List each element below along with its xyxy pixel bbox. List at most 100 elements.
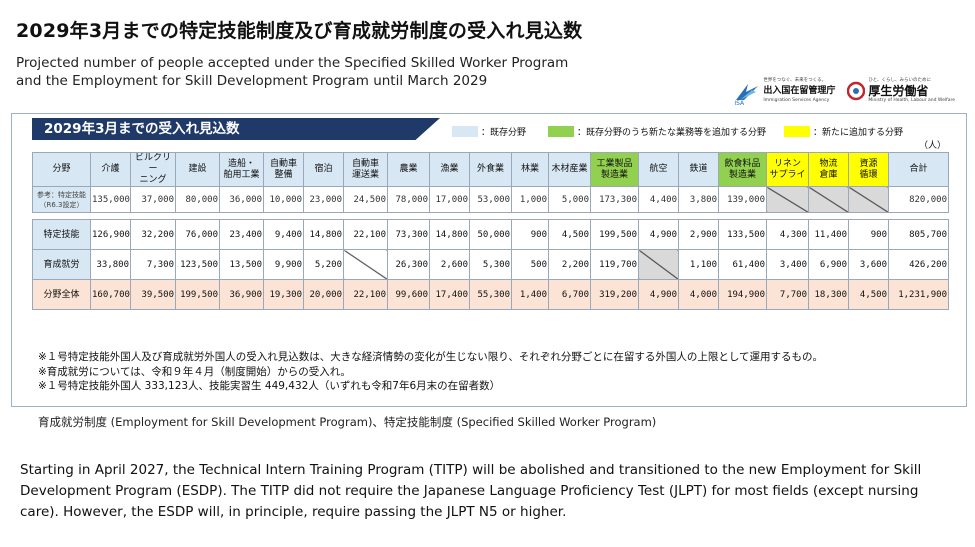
page-subtitle: Projected number of people accepted unde… xyxy=(16,54,568,90)
table-row: 分野全体 160,700 39,500 199,500 36,900 19,300 20,0… xyxy=(32,279,949,310)
table-cell: 2,900 xyxy=(678,219,719,250)
table-cell: 2,600 xyxy=(429,249,470,280)
subtitle-line-2: and the Employment for Skill Development… xyxy=(16,73,488,89)
table-cell: 900 xyxy=(511,219,549,250)
table-cell: 55,300 xyxy=(469,279,512,310)
table-cell: 78,000 xyxy=(387,186,430,213)
table-cell: 194,900 xyxy=(718,279,767,310)
table-cell: 13,500 xyxy=(219,249,264,280)
column-header: リネン サプライ xyxy=(766,152,809,187)
table-cell: 24,500 xyxy=(343,186,388,213)
table-cell: 6,900 xyxy=(808,249,849,280)
note-1: ※１号特定技能外国人及び育成就労外国人の受入れ見込数は、大きな経済情勢の変化が生… xyxy=(38,351,824,363)
table-cell: 20,000 xyxy=(303,279,344,310)
table-cell: 4,400 xyxy=(638,186,679,213)
table-cell: 199,500 xyxy=(590,219,639,250)
column-header: 自動車 運送業 xyxy=(343,152,388,187)
table-cell: 199,500 xyxy=(175,279,220,310)
mhlw-logo: ひと、くらし、みらいのために 厚生労働省 Ministry of Health,… xyxy=(847,76,955,106)
column-header: 鉄道 xyxy=(678,152,719,187)
not-applicable-cell xyxy=(343,249,388,280)
column-header: 農業 xyxy=(387,152,430,187)
table-cell: 135,000 xyxy=(90,186,131,213)
table-row: 特定技能 126,900 32,200 76,000 23,400 9,400 14,800… xyxy=(32,219,949,250)
isa-subname: Immigration Services Agency xyxy=(763,98,830,103)
agency-logos: 世界をつなぐ、未来をつくる。 出入国在留管理庁 Immigration Serv… xyxy=(734,76,955,107)
table-cell: 4,900 xyxy=(638,219,679,250)
table-cell: 9,900 xyxy=(263,249,304,280)
table-cell: 805,700 xyxy=(888,219,949,250)
card-header: 2029年3月までの受入れ見込数 ：既存分野 ：既存分野のうち新たな業務等を追加… xyxy=(12,114,966,151)
table-cell: 26,300 xyxy=(387,249,430,280)
table-cell: 3,600 xyxy=(848,249,889,280)
table-row: 参考：特定技能 （R6.3設定） 135,000 37,000 80,000 36,00… xyxy=(32,186,949,213)
table-cell: 126,900 xyxy=(90,219,131,250)
legend-existing-label: ：既存分野 xyxy=(481,128,527,138)
table-cell: 4,500 xyxy=(548,219,591,250)
table-cell: 3,800 xyxy=(678,186,719,213)
acceptance-table: 分野 介護 ビルクリー ニング 建設 造船・ 舶用工業 自動車 整備 宿泊 自動車 運送業農… xyxy=(32,152,949,310)
legend-existing-added-label: ：既存分野のうち新たな業務等を追加する分野 xyxy=(577,128,767,138)
mhlw-name: 厚生労働省 xyxy=(868,84,929,98)
table-cell: 1,000 xyxy=(511,186,549,213)
table-cell: 17,000 xyxy=(429,186,470,213)
table-cell: 319,200 xyxy=(590,279,639,310)
not-applicable-cell xyxy=(766,186,809,213)
table-cell: 6,700 xyxy=(548,279,591,310)
column-header: 造船・ 舶用工業 xyxy=(219,152,264,187)
table-row: 育成就労 33,800 7,300 123,500 13,500 9,900 5,200 26… xyxy=(32,249,949,280)
table-cell: 36,900 xyxy=(219,279,264,310)
table-cell: 23,000 xyxy=(303,186,344,213)
subtitle-line-1: Projected number of people accepted unde… xyxy=(16,55,569,71)
table-cell: 39,500 xyxy=(130,279,176,310)
column-header: 航空 xyxy=(638,152,679,187)
table-cell: 36,000 xyxy=(219,186,264,213)
acceptance-card: 2029年3月までの受入れ見込数 ：既存分野 ：既存分野のうち新たな業務等を追加… xyxy=(11,113,967,407)
row-label: 特定技能 xyxy=(32,219,91,250)
column-header: 宿泊 xyxy=(303,152,344,187)
column-header: 工業製品 製造業 xyxy=(590,152,639,187)
column-header: 資源 循環 xyxy=(848,152,889,187)
column-header: 介護 xyxy=(90,152,131,187)
isa-mark-text: ISA xyxy=(734,100,745,107)
legend-swatch-blue xyxy=(452,126,478,137)
table-cell: 10,000 xyxy=(263,186,304,213)
table-cell: 900 xyxy=(848,219,889,250)
isa-logo: 世界をつなぐ、未来をつくる。 出入国在留管理庁 Immigration Serv… xyxy=(734,76,835,107)
table-cell: 2,200 xyxy=(548,249,591,280)
table-cell: 4,900 xyxy=(638,279,679,310)
table-cell: 500 xyxy=(511,249,549,280)
legend-swatch-green xyxy=(548,126,574,137)
page-title: 2029年3月までの特定技能制度及び育成就労制度の受入れ見込数 xyxy=(16,20,583,42)
table-cell: 4,500 xyxy=(848,279,889,310)
mhlw-slogan: ひと、くらし、みらいのために xyxy=(868,78,932,83)
table-cell: 33,800 xyxy=(90,249,131,280)
table-cell: 4,000 xyxy=(678,279,719,310)
table-cell: 80,000 xyxy=(175,186,220,213)
note-2: ※育成就労については、令和９年４月（制度開始）からの受入れ。 xyxy=(38,365,351,378)
table-cell: 1,100 xyxy=(678,249,719,280)
table-cell: 123,500 xyxy=(175,249,220,280)
table-cell: 22,100 xyxy=(343,279,388,310)
table-cell: 7,700 xyxy=(766,279,809,310)
table-cell: 22,100 xyxy=(343,219,388,250)
column-header: 林業 xyxy=(511,152,549,187)
table-cell: 17,400 xyxy=(429,279,470,310)
column-header: 飲食料品 製造業 xyxy=(718,152,767,187)
legend-existing: ：既存分野 xyxy=(452,125,526,138)
table-cell: 18,300 xyxy=(808,279,849,310)
mhlw-subname: Ministry of Health, Labour and Welfare xyxy=(868,98,955,103)
table-cell: 32,200 xyxy=(130,219,176,250)
table-cell: 5,300 xyxy=(469,249,512,280)
program-caption: 育成就労制度 (Employment for Skill Development… xyxy=(38,415,657,429)
table-cell: 1,231,900 xyxy=(888,279,949,310)
table-notes: ※１号特定技能外国人及び育成就労外国人の受入れ見込数は、大きな経済情勢の変化が生… xyxy=(38,350,823,394)
table-cell: 820,000 xyxy=(888,186,949,213)
column-header: 外食業 xyxy=(469,152,512,187)
table-cell: 73,300 xyxy=(387,219,430,250)
table-cell: 7,300 xyxy=(130,249,176,280)
table-cell: 9,400 xyxy=(263,219,304,250)
card-title: 2029年3月までの受入れ見込数 xyxy=(32,118,440,140)
column-header: 木材産業 xyxy=(548,152,591,187)
row-label: 参考：特定技能 （R6.3設定） xyxy=(32,186,91,213)
